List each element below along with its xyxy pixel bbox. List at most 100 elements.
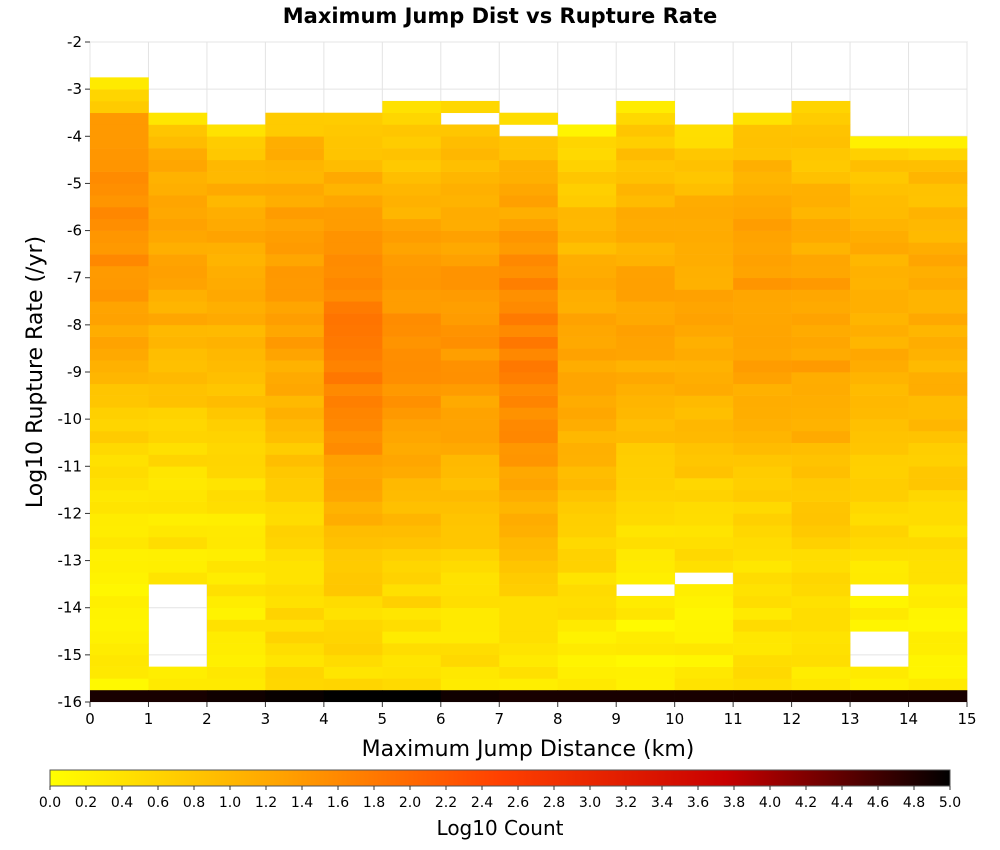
heatmap-cell xyxy=(148,466,208,479)
heatmap-cell xyxy=(908,313,968,326)
heatmap-cell xyxy=(440,478,500,491)
heatmap-cell xyxy=(90,218,149,231)
heatmap-cell xyxy=(850,466,909,479)
heatmap-cell xyxy=(382,595,442,609)
heatmap-cell xyxy=(733,572,792,585)
heatmap-cell xyxy=(382,148,442,161)
heatmap-cell xyxy=(90,171,149,184)
heatmap-cell xyxy=(850,195,909,208)
heatmap-cell xyxy=(382,348,442,361)
heatmap-cell xyxy=(616,537,675,550)
heatmap-cell xyxy=(733,643,792,656)
heatmap-cell xyxy=(323,631,383,644)
heatmap-cell xyxy=(616,560,675,573)
heatmap-cell xyxy=(148,407,208,420)
heatmap-cell xyxy=(206,218,266,231)
heatmap-cell xyxy=(323,430,383,444)
heatmap-cell xyxy=(440,643,500,656)
heatmap-cell-bottom xyxy=(908,690,968,702)
heatmap-cell xyxy=(382,678,442,691)
heatmap-cell xyxy=(908,513,968,526)
heatmap-cell xyxy=(557,619,617,632)
heatmap-cell xyxy=(908,254,968,267)
heatmap-cell xyxy=(499,537,559,550)
heatmap-cell-bottom xyxy=(674,690,734,702)
heatmap-cell xyxy=(440,466,500,479)
heatmap-cell xyxy=(850,442,909,455)
heatmap-cell xyxy=(557,430,617,444)
heatmap-cell xyxy=(791,159,851,172)
heatmap-cell xyxy=(440,372,500,385)
heatmap-cell xyxy=(90,537,149,550)
heatmap-cell xyxy=(908,242,968,255)
heatmap-cell xyxy=(850,489,909,502)
heatmap-cell xyxy=(908,584,968,597)
colorbar-tick-label: 3.4 xyxy=(651,795,673,811)
heatmap-cell xyxy=(791,148,851,161)
heatmap-cell xyxy=(733,301,792,314)
heatmap-cell xyxy=(90,336,149,349)
heatmap-cell xyxy=(265,148,325,161)
heatmap-cell xyxy=(323,195,383,208)
heatmap-cell xyxy=(206,277,266,290)
heatmap-cell xyxy=(674,525,734,538)
heatmap-cell xyxy=(265,454,325,467)
heatmap-cell xyxy=(323,548,383,561)
heatmap-cell xyxy=(908,289,968,302)
heatmap-cell xyxy=(499,148,559,161)
heatmap-cell xyxy=(440,513,500,526)
heatmap-cell xyxy=(850,336,909,349)
heatmap-cell xyxy=(908,136,968,149)
heatmap-cell xyxy=(616,407,675,420)
heatmap-cell xyxy=(323,489,383,502)
heatmap-cell xyxy=(791,489,851,502)
heatmap-cell xyxy=(148,548,208,561)
heatmap-cell xyxy=(791,207,851,220)
heatmap-cell xyxy=(265,654,325,667)
heatmap-cell xyxy=(850,537,909,550)
heatmap-cell xyxy=(148,537,208,550)
heatmap-cell xyxy=(499,442,559,455)
heatmap-cell xyxy=(908,560,968,573)
heatmap-cell xyxy=(557,383,617,396)
colorbar-tick-label: 0.2 xyxy=(75,795,97,811)
heatmap-cell xyxy=(499,454,559,467)
heatmap-cell xyxy=(616,124,675,137)
heatmap-cell xyxy=(206,124,266,137)
heatmap-cell xyxy=(791,666,851,679)
heatmap-cell xyxy=(440,537,500,550)
heatmap-cell xyxy=(791,430,851,444)
x-tick-label: 15 xyxy=(957,710,976,728)
heatmap-cell xyxy=(908,643,968,656)
heatmap-cell xyxy=(265,607,325,620)
heatmap-cell xyxy=(791,360,851,373)
y-tick-label: -12 xyxy=(58,504,83,522)
heatmap-cell xyxy=(557,407,617,420)
heatmap-cell xyxy=(557,207,617,220)
heatmap-cell xyxy=(499,643,559,656)
heatmap-cell xyxy=(733,478,792,491)
heatmap-cell xyxy=(148,442,208,455)
heatmap-cell xyxy=(733,466,792,479)
heatmap-cell xyxy=(674,407,734,420)
heatmap-cell xyxy=(265,112,325,125)
heatmap-cell xyxy=(90,454,149,467)
heatmap-cell xyxy=(382,442,442,455)
heatmap-cell xyxy=(265,430,325,444)
heatmap-cell xyxy=(206,383,266,396)
heatmap-cell xyxy=(90,631,149,644)
heatmap-cell xyxy=(382,430,442,444)
heatmap-cell xyxy=(440,525,500,538)
heatmap-cell xyxy=(557,595,617,609)
heatmap-cell xyxy=(674,619,734,632)
heatmap-cell xyxy=(148,372,208,385)
heatmap-cell xyxy=(382,207,442,220)
heatmap-cell xyxy=(908,301,968,314)
heatmap-cell xyxy=(908,395,968,408)
heatmap-cell xyxy=(557,666,617,679)
heatmap-cell xyxy=(90,254,149,267)
heatmap-cell xyxy=(733,419,792,432)
heatmap-cell xyxy=(148,313,208,326)
heatmap-cell xyxy=(908,372,968,385)
heatmap-cell xyxy=(557,643,617,656)
